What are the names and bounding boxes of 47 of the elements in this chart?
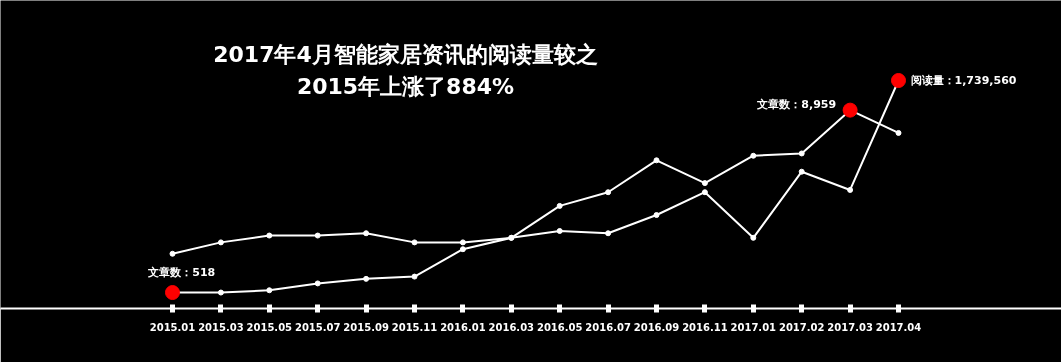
point: [411, 239, 418, 246]
point: [895, 129, 902, 136]
point: [459, 239, 466, 246]
point: [798, 168, 805, 175]
chart-title: 2017年4月智能家居资讯的阅读量较之 2015年上涨了884%: [213, 42, 598, 99]
annotation: 阅读量：1,739,560: [910, 74, 1017, 87]
point: [556, 227, 563, 234]
point: [556, 202, 563, 209]
x-tick-label: 2017.02: [778, 321, 825, 333]
point: [750, 234, 757, 241]
point: [653, 157, 660, 164]
x-tick-label: 2015.11: [391, 321, 438, 333]
x-tick-label: 2016.01: [440, 321, 486, 333]
x-tick-label: 2017.04: [875, 321, 922, 333]
x-tick-label: 2015.05: [246, 321, 293, 333]
annotation: 文章数：8,959: [756, 97, 837, 111]
x-tick-label: 2016.07: [585, 321, 631, 333]
point: [605, 230, 612, 237]
point: [266, 232, 273, 239]
point: [701, 189, 708, 196]
x-tick-label: 2017.01: [730, 321, 777, 333]
point: [459, 246, 466, 253]
x-tick-label: 2016.09: [633, 321, 680, 333]
x-tick-label: 2016.03: [488, 321, 535, 333]
point: [605, 189, 612, 196]
x-tick-label: 2016.11: [682, 321, 728, 333]
x-tick-label: 2015.07: [294, 321, 341, 333]
point: [314, 232, 321, 239]
point: [266, 287, 273, 294]
point: [750, 152, 757, 159]
x-tick-label: 2015.03: [198, 321, 244, 333]
point: [798, 150, 805, 157]
x-tick-label: 2017.03: [827, 321, 873, 333]
point: [847, 186, 854, 193]
x-tick-label: 2016.05: [536, 321, 583, 333]
point: [653, 212, 660, 219]
annotation: 文章数：518: [147, 265, 216, 279]
x-tick-label: 2015.01: [149, 321, 196, 333]
point: [411, 273, 418, 280]
point: [217, 289, 224, 296]
point: [701, 180, 708, 187]
point: [363, 275, 370, 282]
point: [314, 280, 321, 287]
point: [363, 230, 370, 237]
point: [217, 239, 224, 246]
point: [169, 250, 176, 257]
x-tick-label: 2015.09: [343, 321, 389, 333]
